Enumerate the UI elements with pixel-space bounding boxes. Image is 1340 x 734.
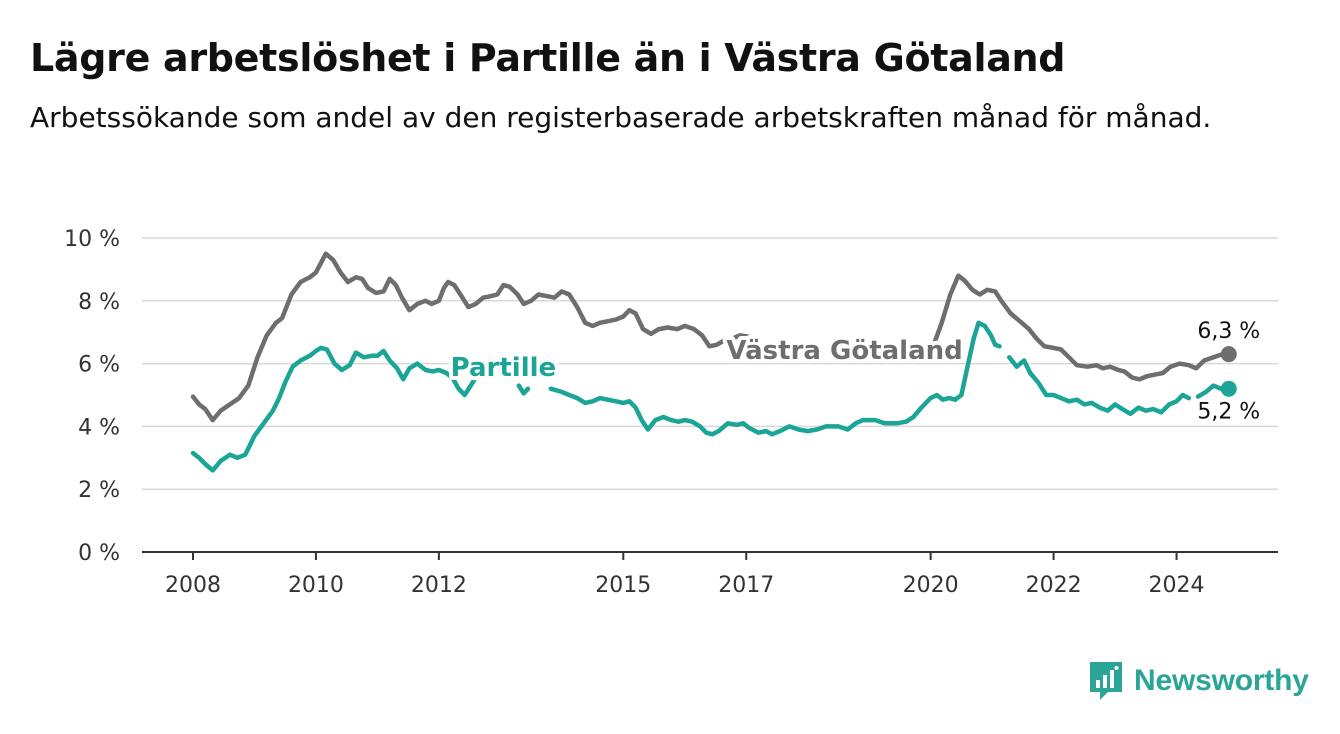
newsworthy-logo: Newsworthy — [1088, 658, 1309, 704]
page-subtitle: Arbetssökande som andel av den registerb… — [30, 101, 1212, 134]
x-axis-ticks: 2008 2010 2012 2015 2017 2020 2022 2024 — [165, 552, 1205, 598]
series-line-v-stra-g-taland — [931, 273, 1232, 382]
x-tick-label: 2012 — [411, 573, 467, 598]
newsworthy-logo-text: Newsworthy — [1134, 664, 1309, 697]
chart-labels: 6,3 % 5,2 % Partille Västra Götaland — [447, 319, 1261, 425]
end-value-label-partille: 5,2 % — [1197, 400, 1260, 425]
end-marker-partille — [1220, 380, 1237, 397]
end-value-label-v-stra-g-taland: 6,3 % — [1197, 319, 1260, 344]
y-tick-label: 0 % — [78, 541, 120, 566]
y-tick-label: 4 % — [78, 415, 120, 440]
y-tick-label: 2 % — [78, 478, 120, 503]
y-tick-label: 8 % — [78, 290, 120, 315]
page-title: Lägre arbetslöshet i Partille än i Västr… — [30, 36, 1066, 80]
y-axis-ticks: 0 % 2 % 4 % 6 % 8 % 10 % — [64, 227, 120, 566]
x-tick-label: 2022 — [1026, 573, 1082, 598]
series-line-partille — [1007, 355, 1192, 417]
x-tick-label: 2017 — [718, 573, 774, 598]
x-tick-label: 2020 — [903, 573, 959, 598]
series-label-v-stra-g-taland: Västra Götaland — [726, 336, 962, 366]
y-tick-label: 10 % — [64, 227, 120, 252]
series-line-partille — [190, 345, 488, 473]
series-lines — [190, 251, 1237, 473]
x-tick-label: 2024 — [1149, 573, 1205, 598]
newsworthy-logo-icon — [1090, 662, 1122, 700]
x-tick-label: 2008 — [165, 573, 221, 598]
end-marker-v-stra-g-taland — [1220, 346, 1237, 363]
series-line-v-stra-g-taland — [190, 251, 767, 423]
y-tick-label: 6 % — [78, 353, 120, 378]
series-label-partille: Partille — [451, 353, 557, 383]
series-line-partille — [548, 320, 1002, 437]
series-line-partille — [516, 383, 531, 396]
x-tick-label: 2010 — [288, 573, 344, 598]
x-tick-label: 2015 — [595, 573, 651, 598]
grid-lines — [142, 237, 1278, 553]
